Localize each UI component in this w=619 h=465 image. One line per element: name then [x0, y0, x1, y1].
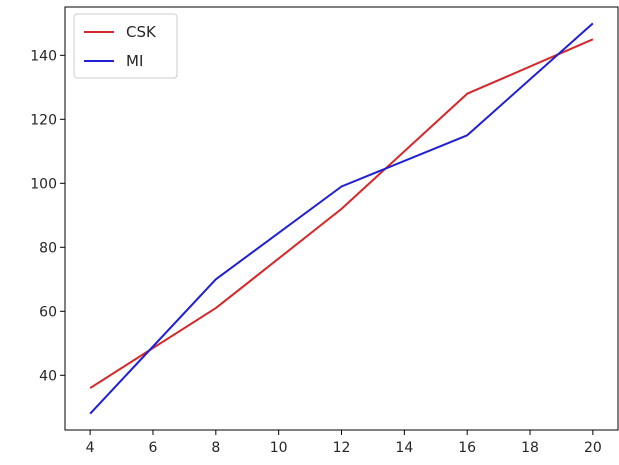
legend: CSK MI — [73, 13, 178, 79]
y-tick-label: 120 — [30, 112, 57, 128]
x-tick-label: 10 — [270, 440, 288, 456]
y-tick-label: 80 — [39, 240, 57, 256]
x-tick-label: 16 — [458, 440, 476, 456]
y-tick-label: 60 — [39, 304, 57, 320]
y-tick-label: 140 — [30, 48, 57, 64]
x-tick-label: 20 — [584, 440, 602, 456]
series-lines — [89, 22, 594, 415]
x-tick-label: 4 — [86, 440, 95, 456]
x-tick-label: 18 — [521, 440, 539, 456]
x-tick-label: 12 — [333, 440, 351, 456]
x-axis: 4 6 8 10 12 14 16 18 20 — [86, 430, 602, 456]
x-tick-label: 14 — [395, 440, 413, 456]
series-line-mi — [89, 22, 594, 415]
legend-label-mi: MI — [126, 52, 143, 70]
y-axis: 40 60 80 100 120 140 — [30, 48, 65, 384]
y-tick-label: 40 — [39, 368, 57, 384]
legend-label-csk: CSK — [126, 23, 157, 41]
x-tick-label: 8 — [211, 440, 220, 456]
y-tick-label: 100 — [30, 176, 57, 192]
x-tick-label: 6 — [149, 440, 158, 456]
